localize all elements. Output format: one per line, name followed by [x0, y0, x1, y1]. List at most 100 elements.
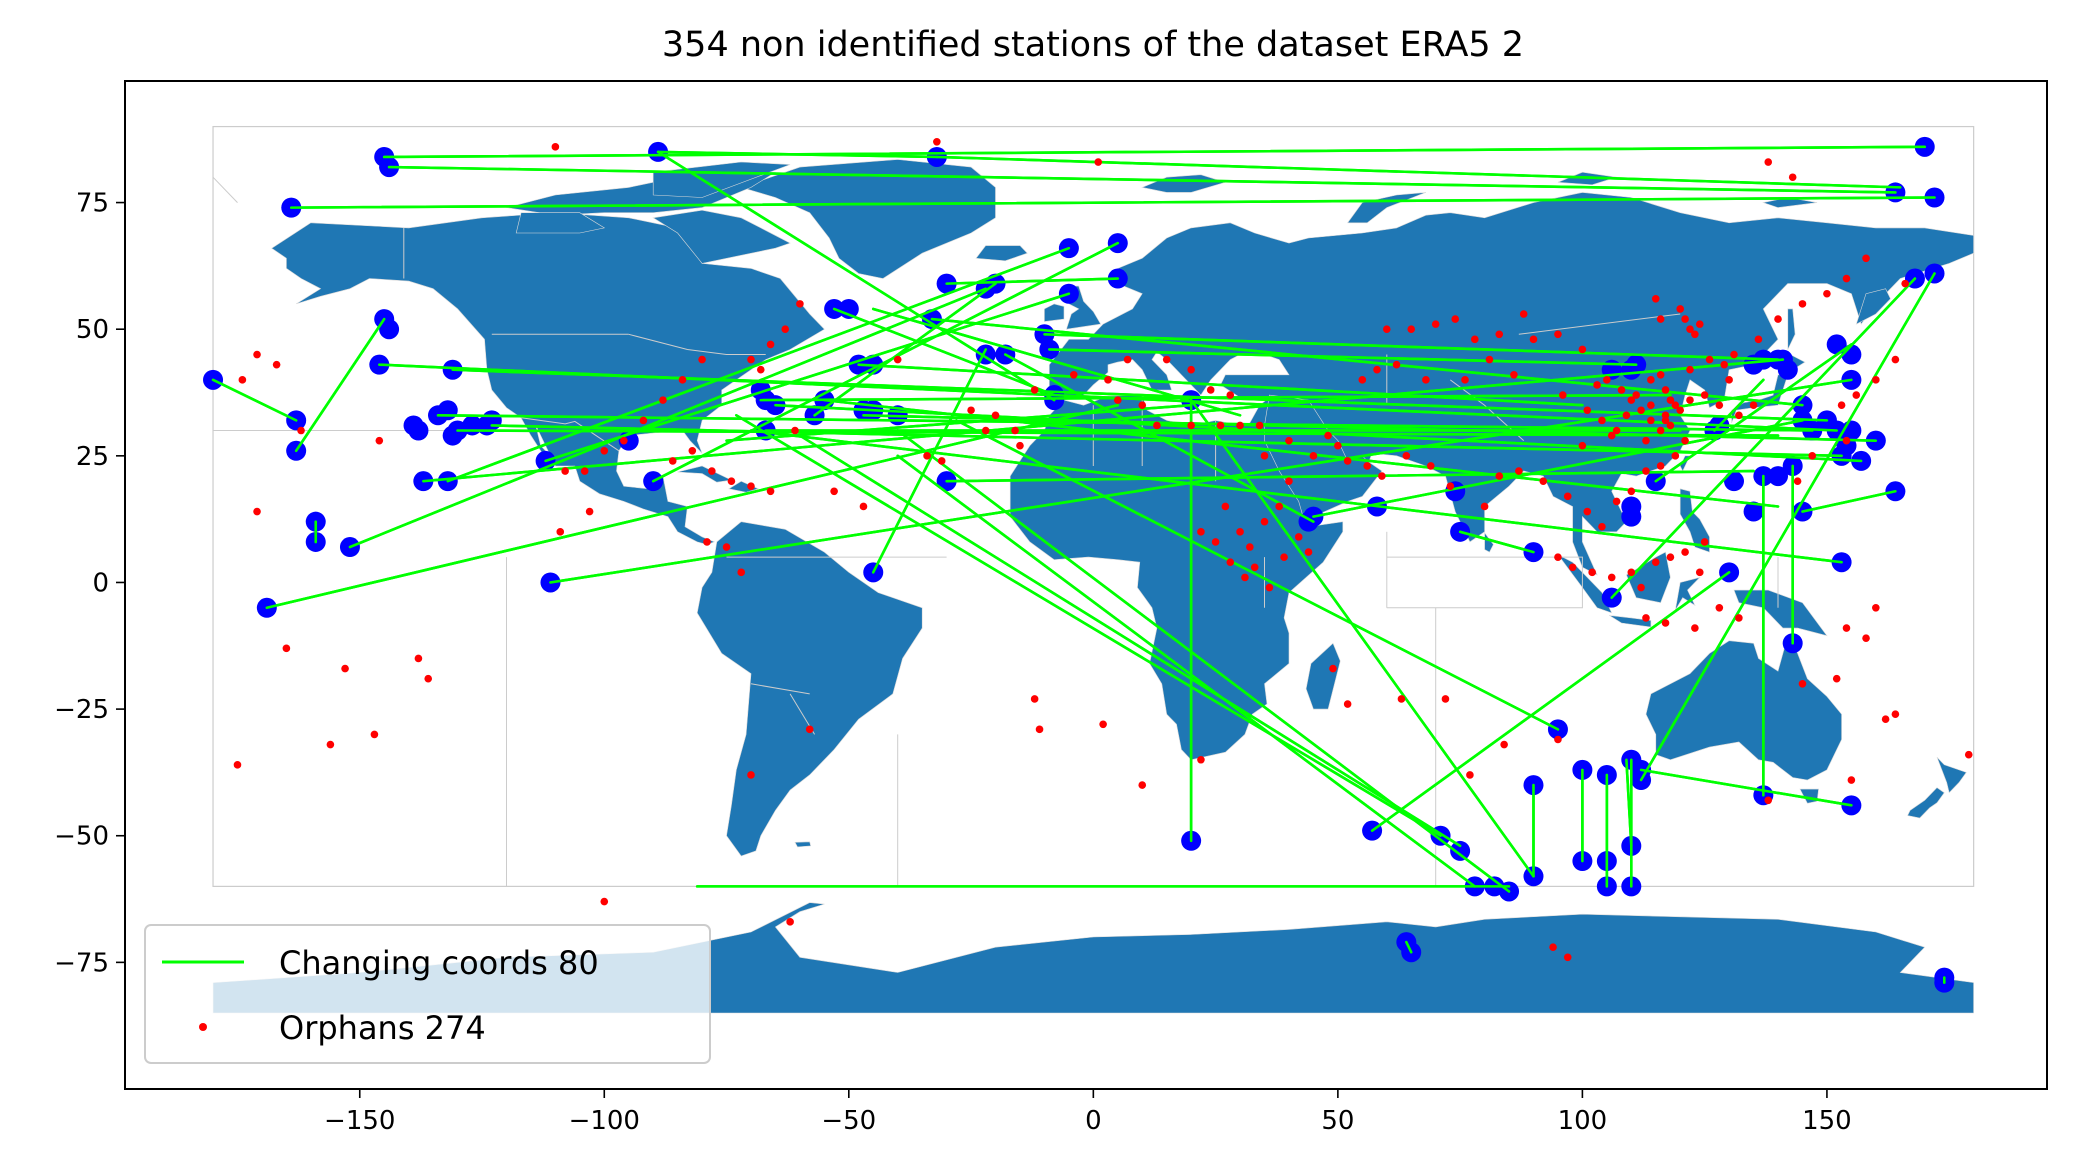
orphan-point: [253, 507, 261, 516]
orphan-point: [620, 436, 628, 445]
orphan-point: [1471, 335, 1479, 344]
orphan-point: [1695, 568, 1704, 577]
coord-change-line-overlay: [265, 403, 1120, 610]
y-tick-label: 25: [76, 442, 109, 472]
coord-change-line-overlay: [446, 246, 1071, 483]
land-baffin-island: [652, 209, 791, 264]
land-sakhalin: [1787, 308, 1796, 350]
orphan-point: [1627, 396, 1636, 404]
orphan-point: [1651, 558, 1660, 567]
land-iceland: [975, 245, 1028, 262]
orphan-point: [1872, 376, 1880, 384]
orphan-point: [1451, 315, 1460, 323]
orphan-point: [747, 355, 755, 364]
orphan-point: [1637, 583, 1645, 592]
orphan-point: [1695, 320, 1704, 328]
chart-title: 354 non identified stations of the datas…: [662, 25, 1524, 65]
orphan-point: [688, 446, 697, 455]
orphan-point: [1431, 320, 1440, 328]
y-tick-label: 75: [76, 189, 109, 219]
legend: Changing coords 80 Orphans 274: [144, 924, 711, 1064]
orphan-point: [1138, 401, 1147, 409]
x-tick-label: 0: [1085, 1106, 1102, 1136]
orphan-point: [722, 543, 731, 551]
orphan-point: [1647, 416, 1655, 425]
orphan-point: [1294, 533, 1303, 541]
orphan-point: [937, 457, 946, 465]
orphan-point: [1691, 330, 1699, 339]
orphan-point: [1363, 462, 1372, 470]
legend-label-orphans: Orphans 274: [279, 1009, 486, 1047]
coord-change-line-overlay: [294, 317, 386, 453]
orphan-point: [561, 467, 569, 475]
orphan-point: [1446, 482, 1455, 491]
orphan-point: [1099, 720, 1107, 729]
coord-change-line-overlay: [1610, 277, 1917, 599]
orphan-point: [1422, 376, 1430, 384]
orphan-point: [1246, 543, 1254, 551]
coord-change-line-overlay: [862, 414, 1878, 442]
orphan-point: [1554, 330, 1562, 339]
orphan-point: [1035, 725, 1044, 734]
orphan-point: [1554, 735, 1562, 744]
coord-change-line-overlay: [1654, 343, 1853, 483]
orphan-point: [1480, 502, 1489, 511]
land-new-guinea: [1733, 589, 1828, 637]
orphan-point: [1016, 441, 1024, 450]
station-marker: [1450, 840, 1471, 861]
orphan-point: [1603, 376, 1611, 384]
orphan-point: [1642, 436, 1650, 445]
orphan-point: [1730, 350, 1738, 359]
orphan-point: [1617, 386, 1626, 394]
orphan-point: [1241, 573, 1249, 582]
orphan-point: [1236, 528, 1244, 536]
orphan-point: [1563, 953, 1572, 962]
orphan-point: [1764, 158, 1773, 166]
orphan-point: [1647, 376, 1655, 384]
orphan-point: [1832, 674, 1841, 683]
orphan-point: [805, 725, 814, 734]
orphan-point: [1720, 360, 1729, 369]
orphan-point: [1187, 421, 1195, 430]
x-axis: −150 −100 −50 0 50 100 150: [324, 1089, 1852, 1136]
coord-change-line-overlay: [1713, 378, 1765, 432]
border-line: [628, 333, 766, 355]
y-axis: −75 −50 −25 0 25 50 75: [54, 189, 125, 978]
orphan-point: [1881, 715, 1890, 724]
orphan-point: [1964, 750, 1973, 759]
orphan-point: [1681, 315, 1689, 323]
orphan-point: [370, 730, 379, 739]
orphan-point: [1069, 370, 1078, 379]
coord-change-line-overlay: [955, 419, 1560, 731]
orphan-point: [1260, 517, 1269, 526]
orphan-point: [1647, 401, 1655, 409]
orphan-point: [1656, 462, 1665, 470]
y-tick-label: −50: [54, 822, 109, 852]
border-line: [521, 417, 620, 452]
orphan-point: [1607, 431, 1616, 440]
station-marker: [1826, 334, 1847, 355]
coord-change-line-overlay: [1189, 398, 1535, 878]
orphan-point: [1686, 365, 1694, 374]
land-falklands: [794, 841, 812, 848]
orphan-point: [1598, 522, 1606, 531]
orphan-point: [981, 426, 990, 435]
orphan-point: [967, 406, 975, 415]
orphan-point: [1612, 497, 1621, 506]
x-tick-label: −150: [324, 1106, 395, 1136]
orphan-point: [1661, 619, 1670, 627]
orphan-point: [1329, 664, 1337, 673]
coord-change-line-overlay: [656, 150, 939, 159]
orphan-point: [1632, 391, 1640, 399]
orphan-point: [1837, 401, 1846, 409]
orphan-point: [282, 644, 291, 653]
border-line: [1518, 313, 1681, 335]
orphan-point: [1226, 391, 1235, 399]
orphan-point: [1539, 477, 1548, 485]
orphan-point: [1485, 355, 1494, 364]
orphan-point: [1519, 310, 1528, 318]
orphan-point: [1862, 634, 1870, 642]
coord-change-line-overlay: [382, 145, 1927, 159]
orphan-point: [1735, 411, 1743, 420]
orphan-point: [1441, 695, 1450, 703]
